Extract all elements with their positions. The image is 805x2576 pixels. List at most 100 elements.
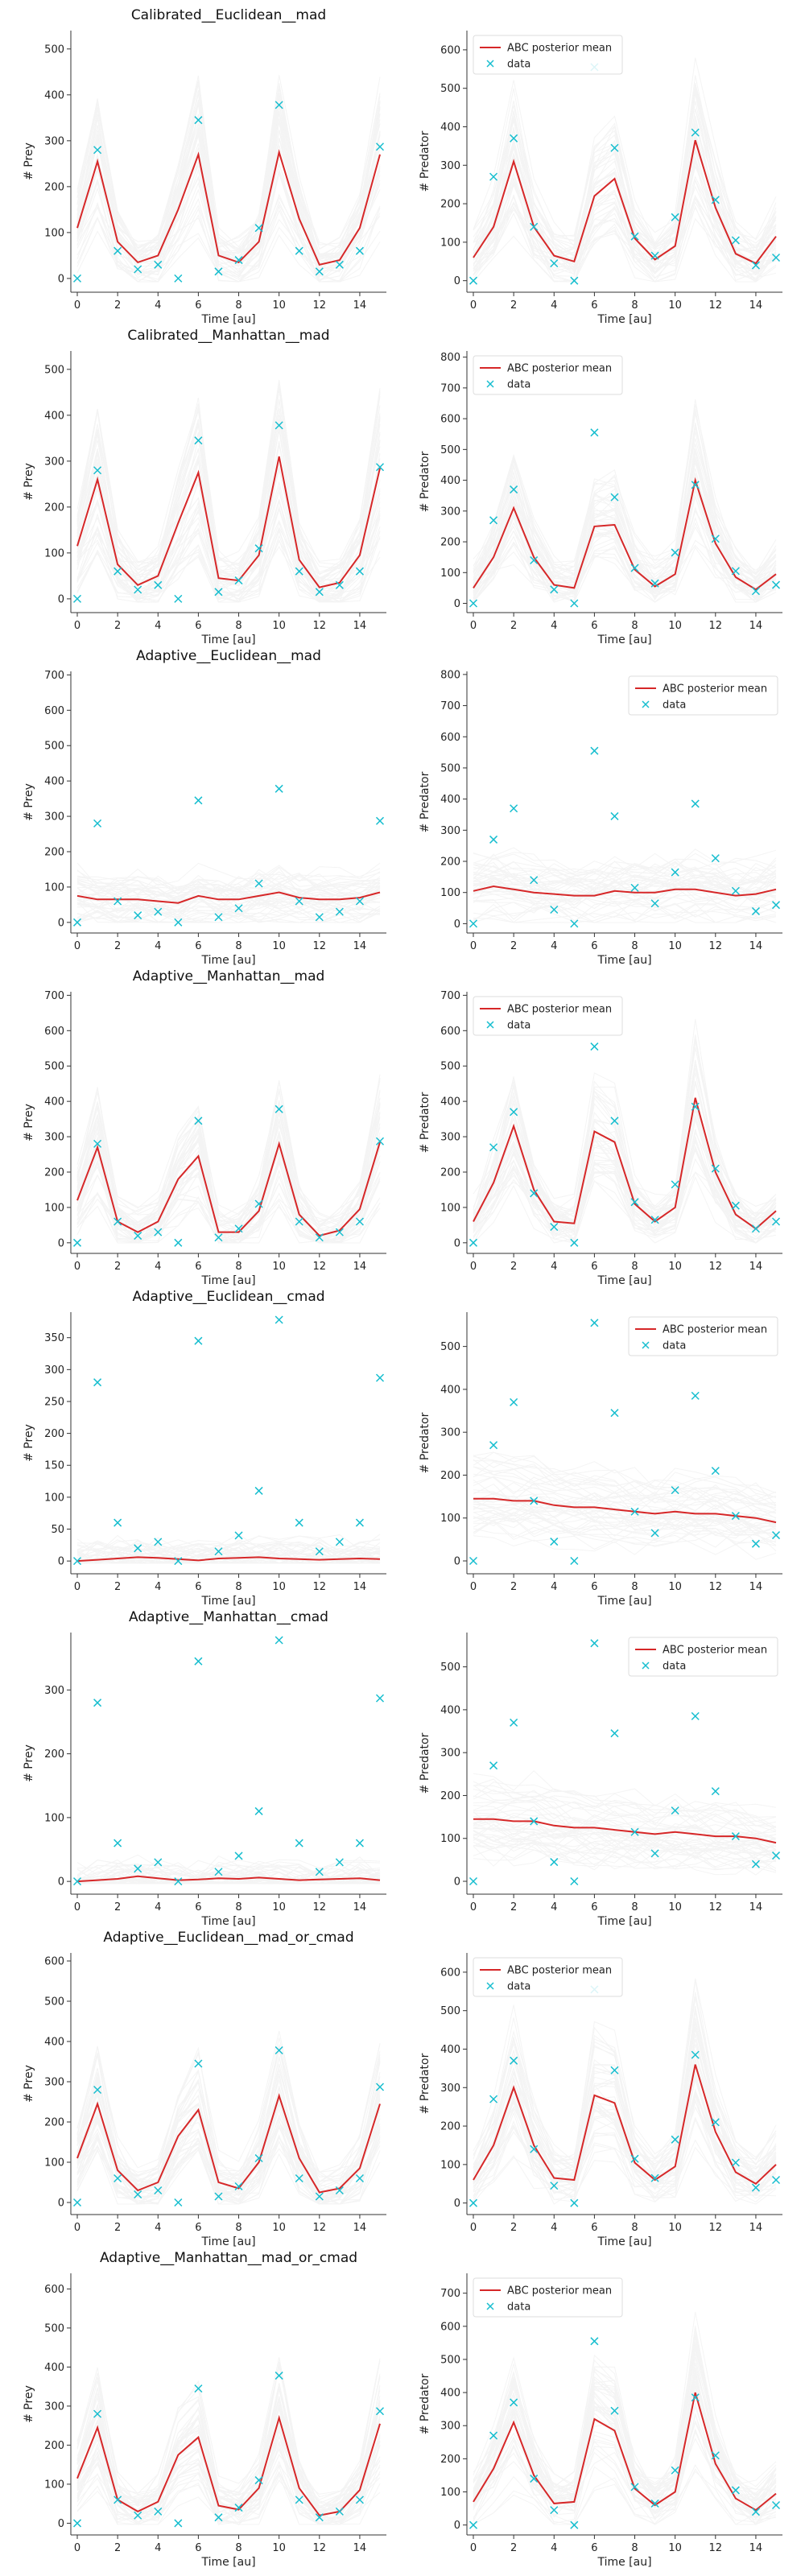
posterior-sample-line (76, 2471, 381, 2525)
posterior-samples (473, 1978, 777, 2205)
data-point (254, 224, 263, 233)
posterior-sample-line (76, 862, 381, 887)
posterior-sample-line (76, 1539, 381, 1563)
posterior-mean-line (76, 2093, 381, 2194)
posterior-mean-line (473, 2392, 777, 2512)
data-marker-stroke (711, 1787, 720, 1796)
posterior-sample-line (76, 1868, 381, 1885)
data-marker-stroke (295, 1518, 303, 1527)
data-marker-stroke (234, 576, 243, 585)
legend-label: ABC posterior mean (507, 1965, 612, 1977)
x-tick-label: 6 (591, 2542, 597, 2554)
posterior-sample-line (76, 112, 381, 268)
data-point (335, 1228, 344, 1236)
posterior-sample-line (473, 86, 777, 246)
posterior-sample-line (76, 871, 381, 895)
x-tick-label: 0 (470, 620, 477, 632)
posterior-sample-line (473, 1459, 777, 1501)
data-point (771, 901, 781, 910)
data-marker-stroke (234, 2182, 243, 2191)
y-tick-label: 100 (44, 227, 64, 239)
y-tick-label: 700 (440, 382, 460, 394)
legend: ABC posterior mean data (628, 675, 778, 716)
posterior-mean-line (76, 149, 381, 266)
posterior-sample-line (473, 1146, 777, 1241)
posterior-sample-line (473, 1790, 777, 1830)
data-point (315, 913, 324, 922)
posterior-sample-line (77, 1559, 380, 1564)
posterior-sample-line (77, 1550, 381, 1564)
data-point (711, 535, 720, 543)
posterior-sample-line (473, 1828, 777, 1854)
posterior-sample-line (473, 1466, 777, 1505)
data-point (194, 796, 203, 805)
posterior-sample-line (77, 1559, 381, 1564)
posterior-sample-line (473, 1106, 777, 1223)
data-point (671, 548, 679, 557)
data-point (93, 466, 102, 475)
posterior-sample-line (473, 1979, 777, 2168)
data-point (214, 1233, 223, 1242)
posterior-sample-line (473, 2468, 777, 2525)
posterior-sample-line (76, 1866, 381, 1885)
posterior-sample-line (76, 161, 381, 283)
legend-label: ABC posterior mean (507, 2285, 612, 2297)
posterior-sample-line (77, 1871, 381, 1885)
data-point (134, 585, 142, 594)
y-tick-label: 400 (440, 1096, 460, 1108)
data-point (234, 1224, 243, 1233)
y-tick-label: 0 (58, 1556, 64, 1568)
x-tick-label: 10 (272, 1261, 286, 1273)
posterior-sample-line (76, 1144, 381, 1244)
x-axis-label: Time [au] (597, 2556, 651, 2569)
posterior-sample-line (473, 1511, 777, 1537)
data-point (711, 1164, 720, 1173)
posterior-sample-line (473, 1140, 777, 1237)
x-tick-label: 2 (510, 940, 517, 952)
posterior-sample-line (76, 2434, 381, 2508)
posterior-sample-line (76, 1149, 381, 1244)
posterior-sample-line (76, 1541, 381, 1560)
data-marker-stroke (469, 1556, 478, 1566)
y-tick-label: 100 (440, 1513, 460, 1525)
x-tick-label: 12 (709, 940, 723, 952)
data-marker-stroke (570, 1556, 579, 1566)
posterior-sample-line (76, 1137, 381, 1231)
posterior-sample-line (76, 1539, 381, 1562)
data-point (214, 913, 223, 922)
data-marker-stroke (234, 1852, 243, 1860)
data-point (691, 481, 700, 489)
x-tick-label: 6 (591, 940, 597, 952)
data-marker-stroke (72, 594, 82, 603)
posterior-sample-line (473, 2099, 777, 2185)
data-marker-stroke (93, 1378, 102, 1387)
y-tick-label: 100 (44, 2157, 64, 2169)
data-point (731, 1201, 740, 1210)
y-axis-label: # Predator (419, 771, 431, 832)
data-marker-stroke (154, 2507, 163, 2516)
data-marker-stroke (610, 1409, 619, 1418)
posterior-sample-line (473, 452, 777, 592)
posterior-sample-line (76, 506, 381, 598)
data-marker-stroke (72, 1557, 82, 1566)
posterior-sample-line (76, 2117, 381, 2178)
x-axis-label: Time [au] (597, 313, 651, 326)
posterior-sample-line (76, 1867, 381, 1884)
y-tick-label: 700 (44, 990, 64, 1002)
posterior-sample-line (76, 198, 381, 283)
posterior-sample-line (76, 1140, 381, 1224)
posterior-sample-line (77, 1868, 381, 1885)
posterior-sample-line (473, 1819, 777, 1849)
x-tick-label: 4 (155, 299, 161, 312)
data-point (530, 1817, 539, 1826)
legend-label: data (663, 1340, 686, 1352)
posterior-sample-line (473, 1827, 777, 1869)
data-marker-stroke (93, 2409, 102, 2418)
legend-marker-swatch (486, 2302, 494, 2310)
data-marker-stroke (650, 2174, 659, 2182)
data-point (510, 1108, 518, 1117)
posterior-sample-line (76, 898, 381, 917)
posterior-sample-line (76, 1146, 381, 1244)
y-tick-label: 600 (440, 732, 460, 744)
data-marker-stroke (691, 1711, 700, 1720)
